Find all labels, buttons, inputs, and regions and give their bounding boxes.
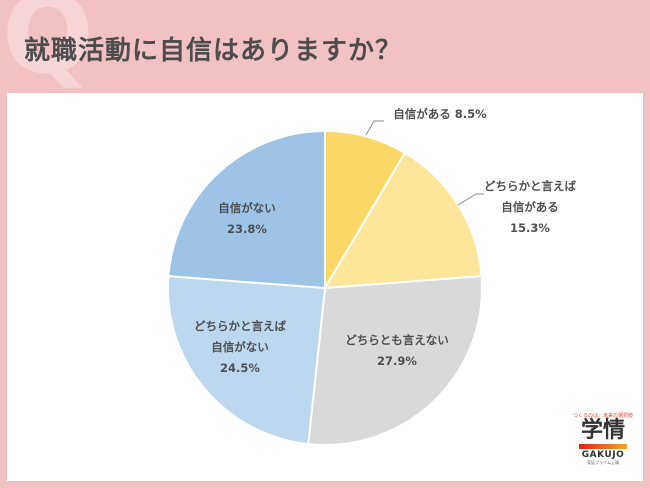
leader-line-1 bbox=[365, 120, 384, 136]
slice-label: 23.8% bbox=[227, 222, 267, 236]
slice-label: 自信がある 8.5% bbox=[393, 107, 487, 121]
slice-label: 24.5% bbox=[220, 361, 260, 375]
logo-name-en: GAKUJO bbox=[581, 450, 625, 460]
q-watermark: Q bbox=[2, 0, 94, 98]
slice-label: どちらかと言えば bbox=[484, 179, 576, 193]
pie-slice bbox=[307, 275, 483, 446]
pie-slice bbox=[167, 275, 327, 446]
slice-label: 自信がある bbox=[501, 200, 559, 214]
slice-label: 15.3% bbox=[510, 221, 550, 235]
slice-label: 自信がない bbox=[218, 201, 276, 215]
page-title: 就職活動に自信はありますか？ bbox=[24, 36, 403, 66]
logo-tagline: つくるのは、未来の選択肢 bbox=[573, 413, 633, 419]
logo-bar bbox=[579, 444, 627, 449]
slice-label: どちらかと言えば bbox=[194, 319, 286, 333]
leader-line-2 bbox=[457, 193, 484, 206]
slice-label: 27.9% bbox=[377, 354, 417, 368]
logo-sub: 東証プライム上場 bbox=[587, 460, 619, 465]
slice-label: 自信がない bbox=[211, 340, 269, 354]
pie-slice bbox=[167, 129, 326, 290]
slice-label: どちらとも言えない bbox=[345, 333, 449, 347]
logo-name-jp: 学情 bbox=[580, 418, 625, 443]
pie-slice bbox=[324, 129, 407, 292]
gakujo-logo: つくるのは、未来の選択肢 学情 GAKUJO 東証プライム上場 bbox=[573, 412, 633, 466]
